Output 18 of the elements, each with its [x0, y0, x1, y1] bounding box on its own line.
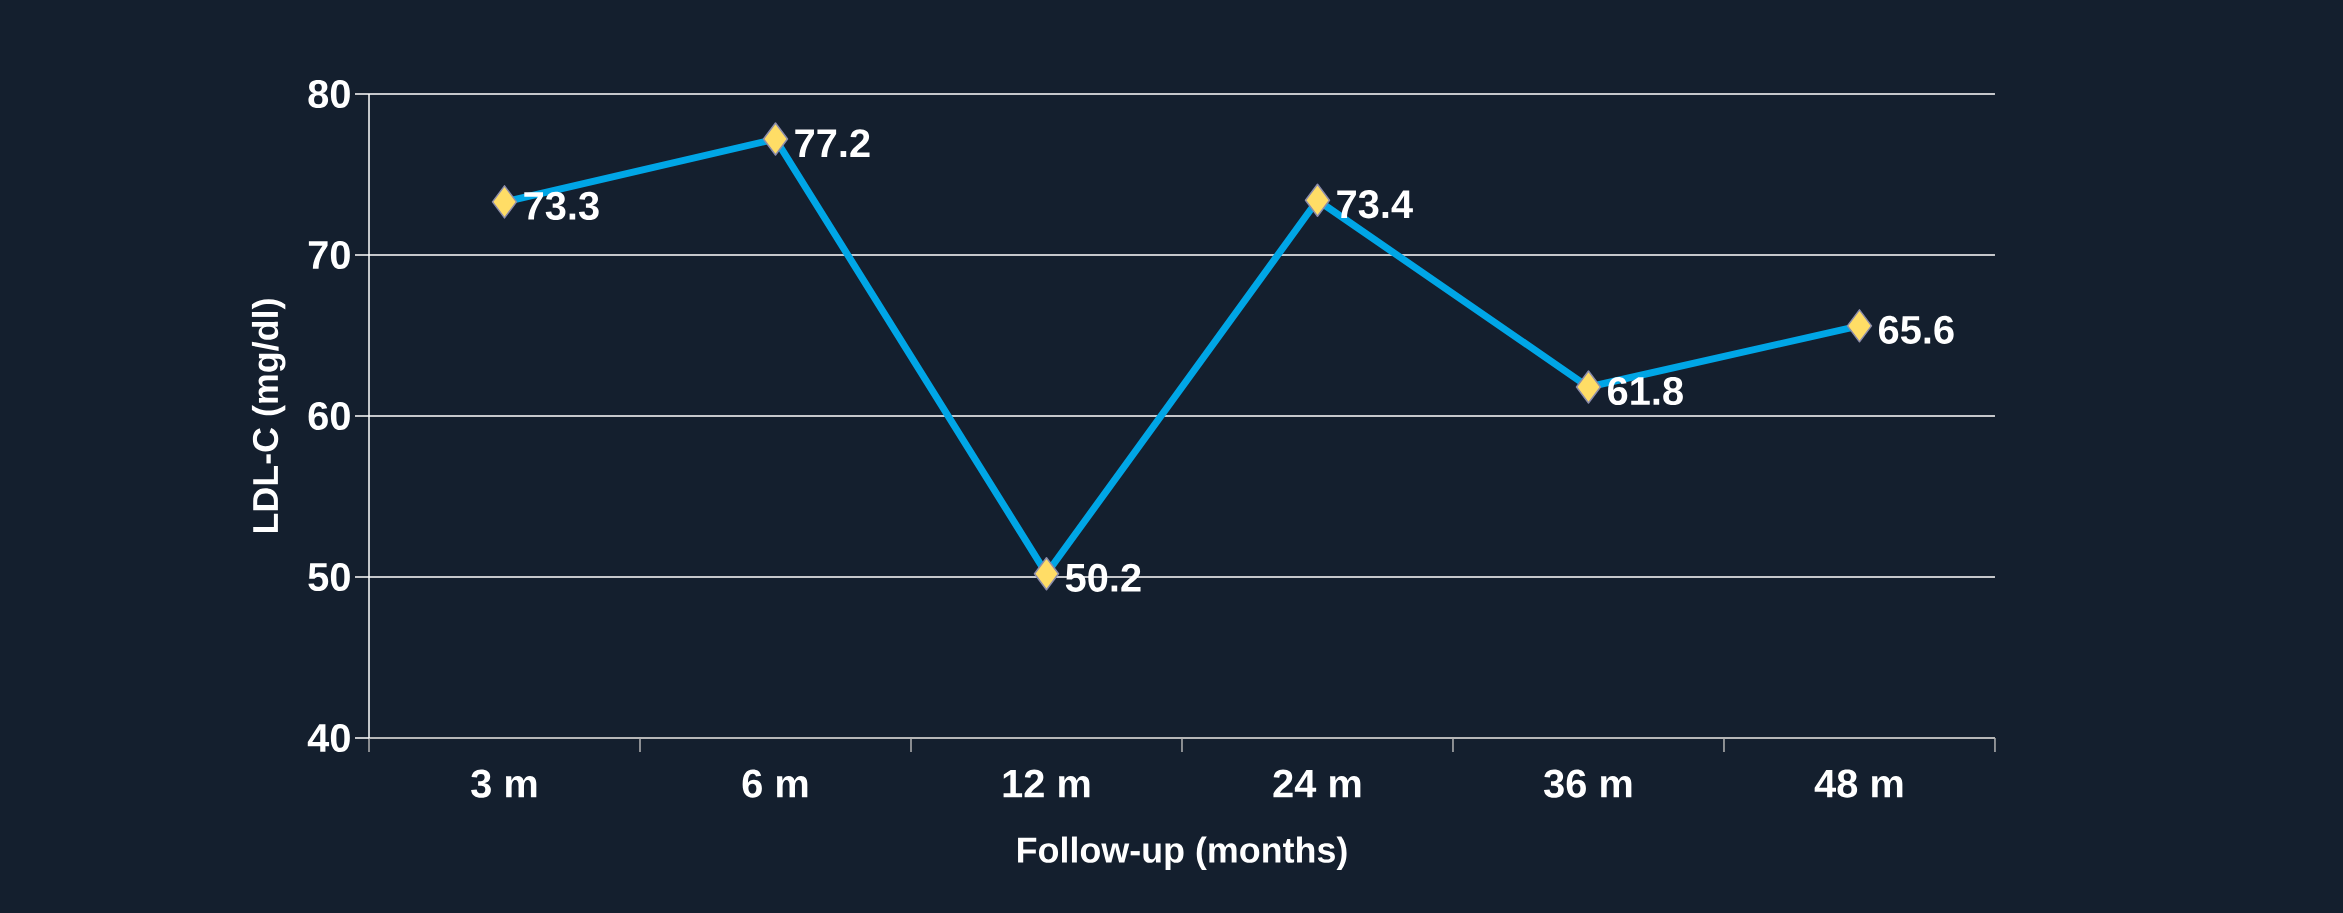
data-label: 73.4 — [1337, 190, 1413, 219]
y-tick-label: 60 — [308, 401, 350, 431]
data-label: 61.8 — [1608, 376, 1683, 406]
y-axis-title: LDL-C (mg/dl) — [251, 299, 286, 533]
y-tick-label: 80 — [308, 79, 350, 109]
x-tick-label: 24 m — [1273, 769, 1361, 798]
x-tick-label: 6 m — [742, 769, 808, 798]
x-tick-label: 48 m — [1814, 769, 1903, 798]
y-tick-label: 50 — [308, 562, 350, 592]
data-label: 73.3 — [524, 191, 599, 220]
data-label: 65.6 — [1879, 315, 1954, 344]
y-tick-label: 40 — [307, 723, 350, 753]
x-axis-title: Follow-up (months) — [1018, 836, 1347, 870]
data-label: 77.2 — [795, 129, 870, 157]
x-tick-label: 3 m — [471, 769, 537, 798]
x-tick-label: 36 m — [1543, 769, 1632, 798]
y-tick-label: 70 — [308, 240, 350, 270]
x-tick-label: 12 m — [1003, 769, 1090, 798]
